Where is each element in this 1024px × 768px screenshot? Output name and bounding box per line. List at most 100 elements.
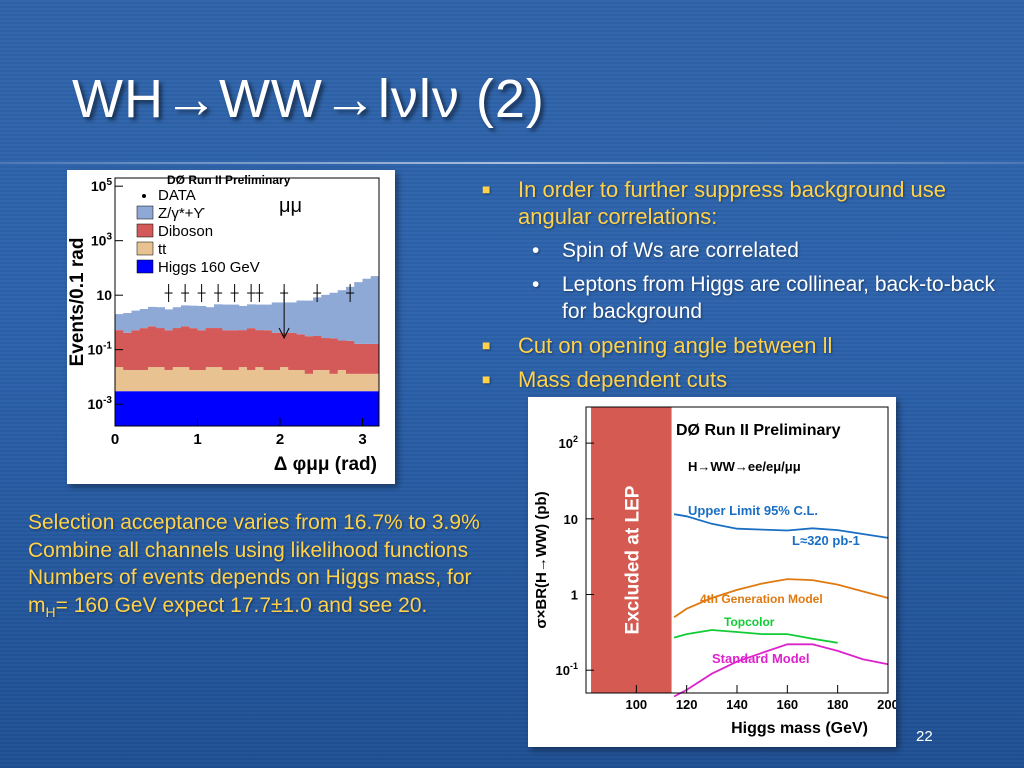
- x-tick-label: 3: [358, 431, 366, 448]
- hist-bar-zg: [181, 305, 190, 327]
- square-bullet-icon: ■: [482, 337, 491, 353]
- y-axis-label: Events/0.1 rad: [67, 238, 88, 367]
- hist-bar-zg: [370, 276, 380, 344]
- hist-bar-diboson: [123, 332, 132, 370]
- hist-bar-diboson: [172, 328, 182, 368]
- hist-bar-zg: [337, 290, 347, 341]
- hist-bar-higgs: [164, 391, 174, 426]
- hist-bar-higgs: [148, 391, 157, 426]
- hist-bar-tt: [197, 369, 207, 392]
- hist-bar-tt: [230, 369, 240, 392]
- square-bullet-icon: ■: [482, 181, 491, 197]
- hist-bar-higgs: [189, 391, 198, 426]
- y-tick-label: 103: [91, 232, 113, 249]
- hist-bar-higgs: [205, 391, 215, 426]
- hist-bar-tt: [222, 369, 231, 392]
- hist-bar-diboson: [156, 328, 165, 368]
- hist-bar-diboson: [230, 330, 240, 370]
- hist-bar-diboson: [362, 343, 372, 374]
- hist-bar-zg: [172, 307, 182, 329]
- chart-title: DØ Run II Preliminary: [167, 173, 291, 187]
- note-expectation-text: Numbers of events depends on Higgs mass,…: [28, 566, 472, 617]
- hist-bar-zg: [205, 307, 215, 329]
- hist-bar-diboson: [263, 330, 273, 370]
- note-subscript: H: [45, 603, 56, 620]
- hist-bar-tt: [296, 369, 306, 392]
- legend-label: Higgs 160 GeV: [158, 259, 260, 276]
- y-tick-label: 102: [559, 434, 578, 451]
- hist-bar-tt: [263, 369, 273, 392]
- hist-bar-tt: [280, 367, 289, 392]
- y-axis-label: σ×BR(H→WW) (pb): [533, 491, 550, 628]
- hist-bar-diboson: [139, 328, 149, 370]
- bullet-item: ■ In order to further suppress backgroun…: [480, 176, 1000, 230]
- hist-bar-higgs: [115, 391, 124, 426]
- hist-bar-zg: [263, 304, 273, 331]
- hist-bar-zg: [296, 300, 306, 335]
- hist-bar-zg: [156, 307, 165, 329]
- hist-bar-tt: [362, 373, 372, 392]
- hist-bar-tt: [189, 369, 198, 392]
- hist-bar-higgs: [238, 391, 248, 426]
- hist-bar-higgs: [247, 391, 256, 426]
- legend-swatch: [136, 223, 154, 238]
- hist-bar-higgs: [123, 391, 132, 426]
- hist-bar-higgs: [280, 391, 289, 426]
- y-tick-label: 1: [571, 588, 578, 603]
- title-divider: [0, 162, 1024, 164]
- sub-bullet-text: Spin of Ws are correlated: [562, 239, 799, 262]
- bullet-item: ■ Mass dependent cuts: [480, 366, 1000, 393]
- hist-bar-zg: [222, 304, 231, 331]
- note-expectation-tail: = 160 GeV expect 17.7±1.0 and see 20.: [55, 593, 428, 617]
- bullet-text: In order to further suppress background …: [518, 177, 947, 229]
- hist-bar-tt: [271, 369, 281, 392]
- x-axis-label: Δ φμμ (rad): [274, 454, 377, 475]
- hist-bar-zg: [313, 297, 322, 336]
- hist-bar-tt: [164, 369, 174, 392]
- x-tick-label: 160: [776, 697, 798, 712]
- hist-bar-tt: [321, 369, 330, 392]
- bullet-item: ■ Cut on opening angle between ll: [480, 332, 1000, 359]
- hist-bar-diboson: [337, 340, 347, 370]
- hist-bar-higgs: [214, 391, 223, 426]
- delta-phi-histogram-svg: 0 1 2 3 10-3 10-1 10 103 105 Events/0.1 rad Δ φμμ …: [67, 173, 380, 475]
- note-acceptance: Selection acceptance varies from 16.7% t…: [28, 511, 480, 534]
- hist-bar-zg: [214, 304, 223, 329]
- hist-bar-higgs: [296, 391, 306, 426]
- hist-bar-zg: [247, 304, 256, 329]
- x-tick-label: 120: [676, 697, 698, 712]
- hist-bar-higgs: [362, 391, 372, 426]
- hist-bar-diboson: [115, 330, 124, 368]
- hist-bar-higgs: [131, 391, 141, 426]
- x-tick-label: 1: [193, 431, 201, 448]
- hist-bar-diboson: [370, 343, 380, 374]
- hist-bar-tt: [115, 367, 124, 392]
- x-tick-label: 100: [625, 697, 647, 712]
- hist-bar-zg: [304, 300, 314, 337]
- y-tick-label: 10: [96, 287, 112, 303]
- hist-bar-zg: [271, 302, 281, 333]
- note-expectation: Numbers of events depends on Higgs mass,…: [28, 564, 508, 626]
- hist-bar-diboson: [181, 326, 190, 368]
- note-combine: Combine all channels using likelihood fu…: [28, 538, 469, 562]
- hist-bar-tt: [337, 369, 347, 392]
- hist-bar-zg: [189, 305, 198, 329]
- dot-bullet-icon: •: [532, 273, 540, 296]
- slide-title: WH→WW→lνlν (2): [72, 69, 545, 129]
- excluded-band: [591, 407, 672, 693]
- hist-bar-higgs: [222, 391, 231, 426]
- notes-text: Selection acceptance varies from 16.7% t…: [28, 509, 508, 626]
- label-topcolor: Topcolor: [724, 615, 775, 629]
- excluded-label: Excluded at LEP: [622, 485, 643, 634]
- hist-bar-diboson: [304, 336, 314, 374]
- hist-bar-higgs: [337, 391, 347, 426]
- hist-bar-zg: [288, 302, 297, 333]
- hist-bar-zg: [123, 313, 132, 333]
- hist-bar-zg: [354, 282, 363, 344]
- hist-bar-tt: [181, 367, 190, 392]
- y-tick-label: 10: [564, 512, 578, 527]
- plot-frame: [114, 177, 380, 427]
- hist-bar-zg: [139, 308, 149, 329]
- y-tick-label: 105: [91, 177, 113, 194]
- legend-label: Diboson: [158, 223, 213, 240]
